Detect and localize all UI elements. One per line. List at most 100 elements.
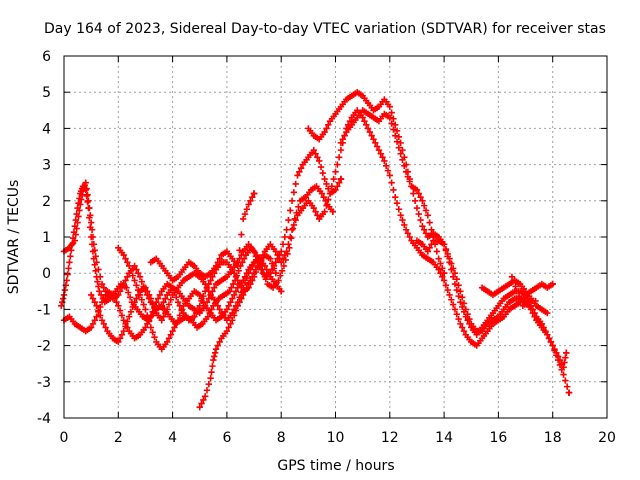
y-tick-label: 1 [42, 230, 51, 246]
data-point [337, 146, 345, 154]
data-point [462, 306, 470, 313]
data-point [241, 210, 249, 218]
data-point [250, 190, 258, 197]
data-point [565, 389, 573, 396]
data-point [191, 313, 198, 320]
data-point [368, 132, 375, 139]
data-point [553, 349, 560, 357]
data-point [417, 216, 424, 224]
x-tick-label: 18 [544, 430, 562, 446]
data-point [420, 202, 428, 209]
data-point [226, 288, 233, 295]
data-point [359, 114, 366, 121]
data-point [136, 291, 144, 299]
data-point [144, 312, 151, 319]
data-point [205, 288, 212, 295]
data-point [562, 354, 569, 361]
data-point [312, 208, 319, 215]
data-point [256, 259, 263, 266]
data-point [283, 248, 290, 255]
data-point [66, 259, 73, 266]
data-point [174, 317, 182, 324]
data-point [259, 251, 267, 259]
data-point [87, 233, 95, 241]
data-point [214, 342, 222, 349]
data-point [320, 193, 327, 201]
data-point [96, 288, 103, 295]
data-point [243, 206, 251, 213]
data-point [258, 255, 265, 262]
data-point [229, 317, 236, 324]
data-point [162, 295, 169, 302]
data-point [232, 288, 240, 295]
data-point [297, 165, 305, 172]
data-point [70, 228, 78, 236]
data-point [274, 251, 281, 259]
data-point [163, 306, 171, 313]
data-point [113, 298, 120, 306]
data-point [240, 255, 248, 262]
data-point [238, 295, 245, 302]
data-point [208, 368, 215, 376]
data-point [446, 291, 453, 299]
data-point [169, 327, 176, 335]
data-point [375, 146, 383, 154]
data-point [116, 335, 124, 342]
data-point [116, 307, 124, 314]
data-point [455, 292, 462, 300]
data-point [89, 295, 97, 302]
data-point [131, 262, 138, 270]
data-point [426, 244, 433, 252]
data-point [455, 315, 462, 323]
data-point [321, 175, 328, 183]
data-point [250, 270, 258, 277]
data-point [236, 247, 243, 254]
data-point [136, 273, 144, 281]
data-point [361, 117, 368, 125]
data-point [285, 216, 292, 224]
data-point [207, 277, 214, 284]
data-point [406, 178, 413, 185]
data-point [126, 294, 134, 301]
data-point [207, 374, 214, 382]
data-point [140, 301, 147, 308]
data-point [363, 121, 370, 128]
data-point [437, 260, 444, 267]
data-point [291, 215, 298, 223]
data-point [560, 371, 567, 378]
data-point [74, 204, 81, 212]
plot-frame [63, 55, 608, 419]
data-point [329, 208, 336, 215]
data-point [457, 288, 464, 295]
data-point [83, 192, 90, 200]
data-point [388, 120, 395, 127]
data-point [149, 329, 156, 336]
data-point [100, 295, 108, 302]
x-tick-label: 8 [277, 430, 286, 446]
data-point [198, 295, 205, 302]
data-point [270, 265, 278, 272]
data-point [516, 292, 523, 300]
data-point [512, 283, 519, 290]
data-point [372, 139, 379, 147]
data-point [91, 317, 98, 324]
data-point [88, 241, 96, 248]
data-point [230, 312, 238, 319]
data-point [319, 169, 327, 177]
data-point [281, 233, 289, 241]
data-point [393, 127, 401, 135]
y-tick-label: -4 [37, 411, 51, 427]
data-point [449, 273, 457, 281]
data-point [460, 300, 468, 307]
data-point [451, 306, 459, 313]
data-point [73, 210, 80, 218]
data-point [250, 259, 258, 266]
data-point [415, 210, 422, 218]
data-point [295, 203, 302, 211]
data-point [287, 233, 294, 241]
data-point [335, 179, 343, 186]
data-point [236, 298, 243, 306]
data-point [253, 251, 260, 259]
data-point [90, 255, 98, 262]
